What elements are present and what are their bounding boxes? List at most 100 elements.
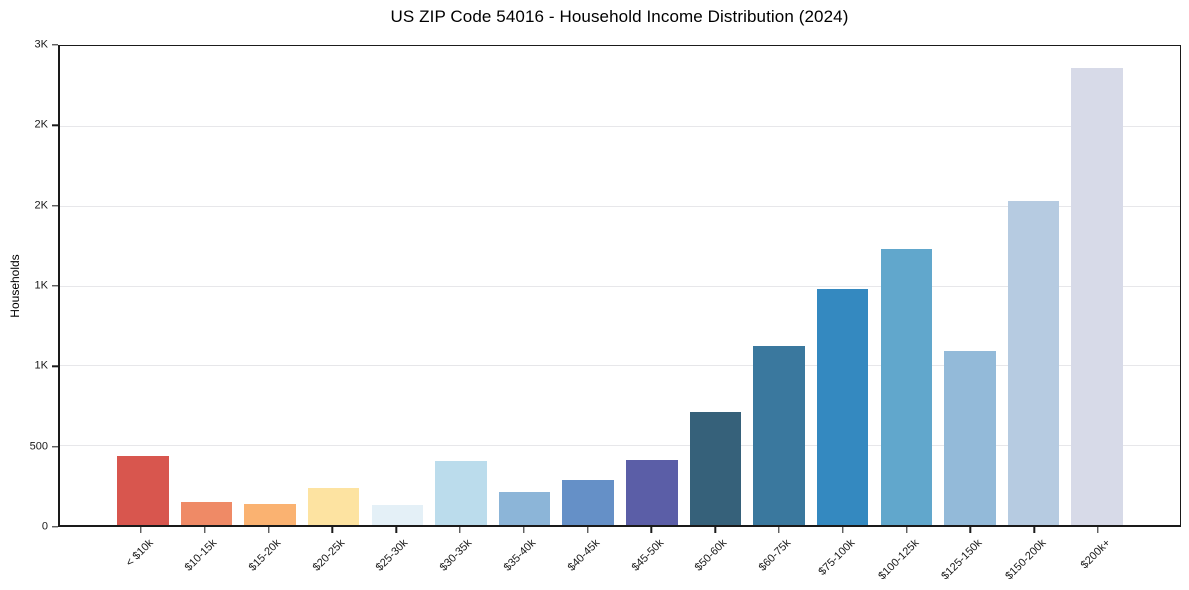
gridline [60, 205, 1180, 207]
bar-$45-50k [626, 460, 678, 525]
y-tick-label: 3K [34, 38, 48, 51]
x-tick-mark [778, 527, 780, 533]
x-tick-label: $75-100k [816, 537, 858, 578]
y-tick-mark [52, 285, 58, 287]
y-tick-mark [52, 124, 58, 127]
bars-layer [111, 46, 1129, 525]
x-tick-label: $100-125k [875, 537, 922, 583]
x-axis-cell: $20-25k [300, 527, 364, 589]
bar-$35-40k [498, 492, 551, 525]
x-axis-cell: $50-60k [683, 527, 747, 589]
y-tick-mark [52, 365, 58, 368]
x-axis-cell: < $10k [109, 527, 173, 589]
bar-< $10k [117, 456, 169, 525]
y-axis-tick-labels: 0 500 1K 1K 2K 2K 3K [0, 39, 48, 533]
y-tick-label: 1K [34, 279, 48, 292]
y-tick-label: 2K [34, 199, 48, 212]
x-tick-label: $15-20k [246, 537, 284, 574]
bar-$40-45k [562, 479, 614, 525]
bar-slot [302, 46, 366, 525]
bar-slot [684, 46, 748, 525]
x-tick-mark [905, 527, 908, 533]
x-tick-label: $50-60k [693, 537, 730, 574]
x-tick-label: < $10k [123, 537, 156, 570]
gridline [60, 365, 1180, 367]
x-tick-label: $45-50k [629, 537, 666, 574]
x-tick-label: $35-40k [501, 537, 539, 574]
bar-$20-25k [307, 488, 360, 525]
x-tick-mark [714, 527, 716, 533]
y-axis-tick-marks [52, 44, 58, 528]
x-tick-label: $20-25k [310, 537, 347, 574]
x-axis-cell: $10-15k [173, 527, 237, 589]
x-axis-cell: $75-100k [811, 527, 875, 589]
x-axis-cell: $35-40k [492, 527, 556, 589]
bar-slot [366, 46, 430, 525]
bar-slot [493, 46, 557, 525]
bar-slot [1002, 46, 1066, 525]
bar-slot [747, 46, 811, 525]
x-tick-label: $150-200k [1003, 537, 1049, 583]
bar-slot [238, 46, 302, 525]
bar-slot [620, 46, 684, 525]
x-tick-label: $30-35k [437, 537, 475, 574]
chart-title: US ZIP Code 54016 - Household Income Dis… [390, 7, 849, 26]
x-axis-cell: $200k+ [1066, 527, 1130, 589]
x-tick-label: $10-15k [182, 537, 220, 574]
bar-slot [811, 46, 875, 525]
bar-$100-125k [880, 248, 933, 525]
y-tick-label: 1K [34, 359, 48, 372]
x-axis-cell: $150-200k [1002, 527, 1066, 589]
y-tick-mark [52, 44, 58, 46]
bar-slot [111, 46, 175, 525]
y-tick-label: 500 [29, 440, 48, 453]
bar-$150-200k [1007, 200, 1060, 525]
bar-slot [175, 46, 239, 525]
x-tick-mark [969, 527, 972, 533]
bar-slot [875, 46, 939, 525]
x-axis-cell: $40-45k [556, 527, 620, 589]
x-tick-mark [1097, 527, 1099, 533]
bar-$50-60k [689, 411, 742, 525]
x-tick-mark [586, 527, 589, 533]
x-axis-cell: $100-125k [875, 527, 939, 589]
x-tick-label: $125-150k [939, 537, 985, 583]
x-axis-cell: $25-30k [364, 527, 428, 589]
x-axis-cell: $45-50k [620, 527, 684, 589]
x-tick-mark [842, 527, 844, 533]
bar-$75-100k [816, 288, 869, 525]
bar-$15-20k [244, 504, 296, 525]
y-tick-label: 0 [41, 520, 48, 533]
x-axis-cell: $125-150k [939, 527, 1003, 589]
bar-$200k+ [1071, 67, 1123, 525]
gridline [60, 125, 1180, 127]
x-tick-mark [331, 527, 334, 533]
x-tick-mark [204, 527, 206, 533]
x-tick-label: $200k+ [1078, 537, 1113, 572]
bar-$60-75k [753, 346, 805, 525]
x-tick-label: $60-75k [756, 537, 794, 574]
x-tick-label: $40-45k [565, 537, 603, 574]
x-axis-cell: $60-75k [747, 527, 811, 589]
x-axis: < $10k $10-15k $15-20k $20-25k $25-30k $30-35… [109, 527, 1130, 589]
x-tick-mark [267, 527, 270, 533]
bar-$10-15k [180, 501, 233, 525]
y-tick-label: 2K [34, 118, 48, 131]
plot-area [58, 45, 1181, 527]
bar-slot [1065, 46, 1129, 525]
x-tick-mark [650, 527, 653, 533]
x-tick-mark [395, 527, 397, 533]
gridlines-layer [60, 46, 1180, 525]
bar-slot [429, 46, 493, 525]
x-tick-mark [1033, 527, 1035, 533]
y-tick-mark [52, 526, 58, 528]
bar-$30-35k [435, 461, 487, 525]
y-tick-mark [52, 445, 58, 448]
x-tick-mark [523, 527, 525, 533]
gridline [60, 445, 1180, 447]
bar-slot [556, 46, 620, 525]
y-tick-mark [52, 204, 58, 207]
x-axis-cell: $15-20k [237, 527, 301, 589]
bar-$25-30k [371, 505, 424, 525]
